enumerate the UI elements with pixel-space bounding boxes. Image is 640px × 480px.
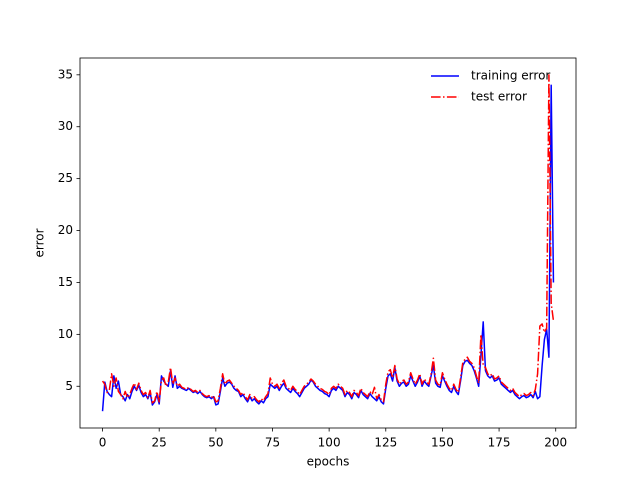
y-tick-label: 5 (65, 379, 73, 393)
x-tick-label: 125 (374, 436, 397, 450)
x-tick-label: 75 (265, 436, 280, 450)
y-tick-label: 35 (58, 67, 73, 81)
series-line (101, 74, 555, 404)
x-tick-label: 0 (99, 436, 107, 450)
x-tick-label: 25 (152, 436, 167, 450)
legend-label: test error (471, 90, 527, 104)
x-axis-label: epochs (307, 455, 350, 469)
x-tick-label: 175 (488, 436, 511, 450)
x-tick-label: 150 (431, 436, 454, 450)
y-tick-label: 25 (58, 171, 73, 185)
y-tick-label: 30 (58, 119, 73, 133)
y-tick-label: 20 (58, 223, 73, 237)
y-axis-label: error (33, 228, 47, 257)
y-tick-label: 15 (58, 275, 73, 289)
y-tick-label: 10 (58, 327, 73, 341)
legend-label: training error (471, 69, 550, 83)
x-tick-label: 200 (544, 436, 567, 450)
series-line (101, 84, 555, 412)
x-tick-label: 100 (318, 436, 341, 450)
plot-frame (79, 57, 577, 429)
x-tick-label: 50 (208, 436, 223, 450)
